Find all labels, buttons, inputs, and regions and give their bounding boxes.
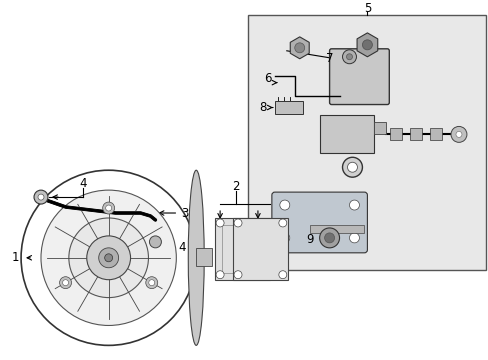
Bar bbox=[309, 225, 364, 233]
Circle shape bbox=[21, 170, 196, 345]
Circle shape bbox=[324, 233, 334, 243]
Bar bbox=[196, 248, 212, 266]
Circle shape bbox=[69, 218, 148, 298]
Circle shape bbox=[41, 190, 176, 325]
Circle shape bbox=[279, 200, 289, 210]
Circle shape bbox=[99, 248, 119, 268]
Text: 4: 4 bbox=[178, 241, 185, 255]
Circle shape bbox=[349, 200, 359, 210]
Text: 5: 5 bbox=[363, 3, 370, 15]
Text: 9: 9 bbox=[305, 233, 313, 246]
Circle shape bbox=[279, 233, 289, 243]
Circle shape bbox=[349, 233, 359, 243]
Text: 4: 4 bbox=[79, 177, 86, 190]
Circle shape bbox=[450, 126, 466, 142]
Circle shape bbox=[362, 40, 372, 50]
Circle shape bbox=[62, 280, 68, 286]
Ellipse shape bbox=[188, 170, 204, 345]
Bar bbox=[429, 129, 441, 140]
Bar bbox=[240, 225, 280, 273]
Bar bbox=[374, 122, 386, 134]
Circle shape bbox=[216, 271, 224, 279]
Circle shape bbox=[34, 190, 48, 204]
Text: 3: 3 bbox=[181, 207, 188, 220]
Circle shape bbox=[278, 271, 286, 279]
Bar bbox=[389, 129, 402, 140]
Circle shape bbox=[216, 219, 224, 227]
Text: 7: 7 bbox=[325, 52, 333, 65]
FancyBboxPatch shape bbox=[329, 49, 388, 104]
Circle shape bbox=[102, 202, 114, 214]
Circle shape bbox=[346, 54, 352, 60]
Circle shape bbox=[105, 205, 111, 211]
Text: 8: 8 bbox=[259, 101, 266, 114]
Circle shape bbox=[347, 162, 357, 172]
Circle shape bbox=[342, 157, 362, 177]
Circle shape bbox=[38, 194, 44, 200]
Circle shape bbox=[86, 236, 130, 280]
Circle shape bbox=[104, 254, 112, 262]
Bar bbox=[222, 225, 263, 273]
Bar bbox=[247, 15, 485, 270]
Text: 1: 1 bbox=[11, 251, 19, 264]
Bar bbox=[274, 100, 302, 114]
Bar bbox=[233, 218, 287, 280]
FancyBboxPatch shape bbox=[271, 192, 366, 253]
Circle shape bbox=[234, 271, 242, 279]
Circle shape bbox=[261, 219, 268, 227]
Text: 6: 6 bbox=[264, 72, 271, 85]
Circle shape bbox=[145, 277, 158, 289]
Circle shape bbox=[278, 219, 286, 227]
Bar bbox=[409, 129, 421, 140]
Circle shape bbox=[455, 131, 461, 138]
Circle shape bbox=[234, 219, 242, 227]
Circle shape bbox=[294, 43, 304, 53]
Circle shape bbox=[319, 228, 339, 248]
Circle shape bbox=[149, 236, 161, 248]
Circle shape bbox=[342, 50, 356, 64]
Bar bbox=[215, 218, 269, 280]
Circle shape bbox=[60, 277, 71, 289]
Text: 2: 2 bbox=[232, 180, 239, 193]
Circle shape bbox=[148, 280, 154, 286]
Circle shape bbox=[261, 271, 268, 279]
Bar bbox=[319, 116, 374, 153]
